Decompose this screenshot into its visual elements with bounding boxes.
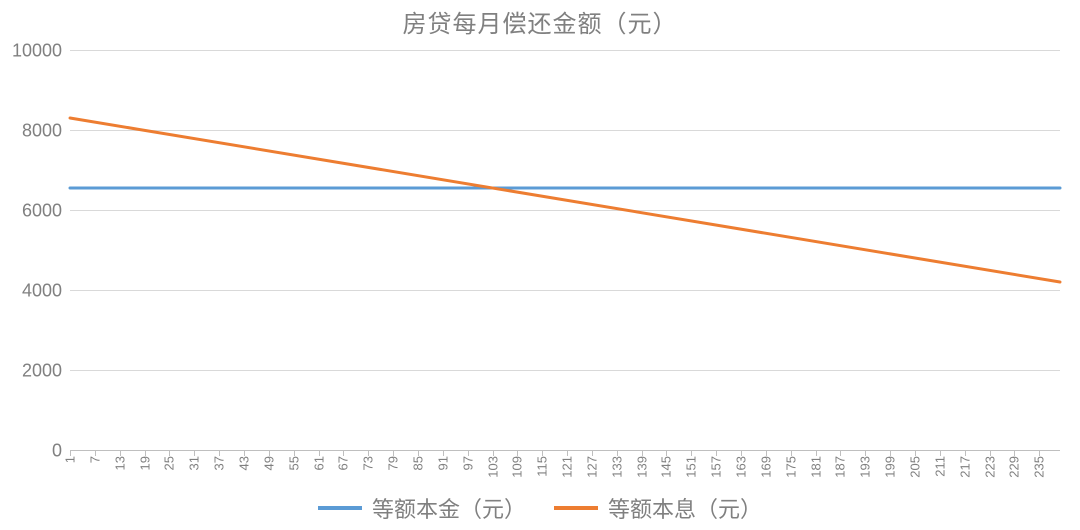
x-tick-label: 1 <box>63 456 78 463</box>
x-tick-label: 211 <box>932 456 947 477</box>
x-tick-label: 133 <box>609 456 624 478</box>
x-tick-label: 49 <box>261 456 276 470</box>
x-tick-label: 199 <box>883 456 898 478</box>
x-tick-label: 73 <box>361 456 376 470</box>
legend-label-principal: 等额本金（元） <box>372 492 526 524</box>
x-tick-label: 7 <box>87 456 102 463</box>
legend-swatch-principal <box>318 506 362 510</box>
y-tick-label: 4000 <box>22 281 70 302</box>
x-tick-label: 61 <box>311 456 326 470</box>
x-tick-label: 235 <box>1032 456 1047 478</box>
x-tick-label: 79 <box>386 456 401 470</box>
x-tick-label: 157 <box>709 456 724 478</box>
x-tick-label: 31 <box>187 456 202 470</box>
legend-label-interest: 等额本息（元） <box>608 492 762 524</box>
series-line-1 <box>70 118 1060 282</box>
x-tick-label: 169 <box>758 456 773 478</box>
legend-item-interest: 等额本息（元） <box>554 492 762 524</box>
x-tick-label: 85 <box>410 456 425 470</box>
x-tick-label: 37 <box>212 456 227 470</box>
y-tick-label: 2000 <box>22 361 70 382</box>
x-tick-label: 127 <box>584 456 599 478</box>
x-tick-label: 145 <box>659 456 674 478</box>
y-tick-label: 8000 <box>22 121 70 142</box>
x-tick-label: 91 <box>435 456 450 470</box>
x-tick-label: 55 <box>286 456 301 470</box>
chart-title: 房贷每月偿还金额（元） <box>0 4 1080 39</box>
chart-container: 房贷每月偿还金额（元） 0200040006000800010000 17131… <box>0 0 1080 530</box>
x-tick-label: 121 <box>560 456 575 478</box>
x-tick-label: 97 <box>460 456 475 470</box>
legend: 等额本金（元） 等额本息（元） <box>0 492 1080 524</box>
y-tick-label: 6000 <box>22 201 70 222</box>
x-tick-label: 25 <box>162 456 177 470</box>
x-tick-label: 43 <box>236 456 251 470</box>
x-tick-label: 115 <box>535 456 550 477</box>
x-tick-label: 19 <box>137 456 152 470</box>
x-tick-label: 187 <box>833 456 848 478</box>
x-tick-label: 103 <box>485 456 500 478</box>
x-tick-label: 175 <box>783 456 798 478</box>
x-tick-label: 193 <box>858 456 873 478</box>
x-tick-label: 223 <box>982 456 997 478</box>
x-tick-label: 151 <box>684 456 699 478</box>
x-tick-label: 109 <box>510 456 525 478</box>
y-tick-label: 10000 <box>12 41 70 62</box>
x-tick-label: 139 <box>634 456 649 478</box>
x-tick-label: 205 <box>908 456 923 478</box>
x-tick-label: 163 <box>734 456 749 478</box>
legend-swatch-interest <box>554 506 598 510</box>
x-tick-label: 67 <box>336 456 351 470</box>
x-tick-label: 229 <box>1007 456 1022 478</box>
x-tick-label: 181 <box>808 456 823 478</box>
legend-item-principal: 等额本金（元） <box>318 492 526 524</box>
line-series-layer <box>70 50 1060 450</box>
x-tick-label: 217 <box>957 456 972 478</box>
x-tick-label: 13 <box>112 456 127 470</box>
plot-area: 0200040006000800010000 17131925313743495… <box>70 50 1060 450</box>
